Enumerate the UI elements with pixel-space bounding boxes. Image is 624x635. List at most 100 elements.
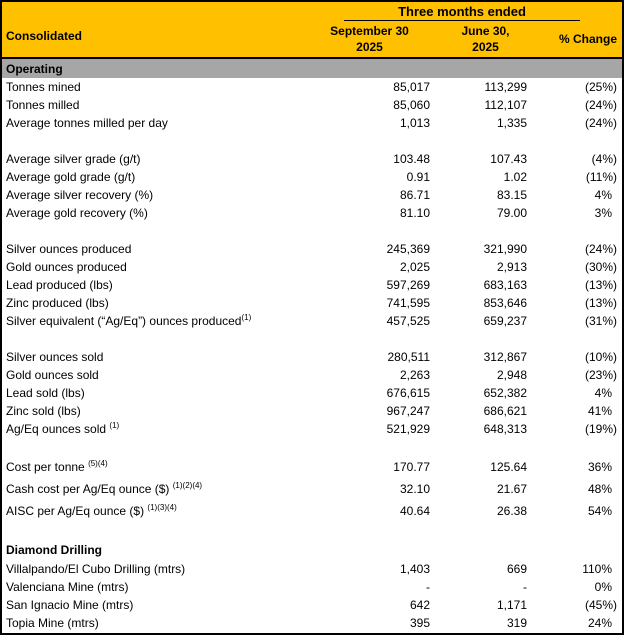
row-label: Zinc produced (lbs)	[6, 296, 109, 310]
value-september: 741,595	[386, 296, 430, 310]
value-september: 676,615	[386, 386, 430, 400]
value-change: (45%)	[584, 598, 617, 612]
value-change: (23%)	[584, 368, 617, 382]
row-label: Average silver recovery (%)	[6, 188, 154, 202]
value-change: (13%)	[584, 296, 617, 310]
row-label: Valenciana Mine (mtrs)	[6, 580, 129, 594]
value-change: (24%)	[584, 242, 617, 256]
value-september: 0.91	[406, 170, 430, 184]
value-september: 2,263	[399, 368, 430, 382]
value-june: 26.38	[496, 504, 527, 518]
value-june: 648,313	[483, 422, 527, 436]
value-september: 81.10	[399, 206, 430, 220]
value-september: 85,017	[393, 80, 430, 94]
value-change: (30%)	[584, 260, 617, 274]
value-change: (13%)	[584, 278, 617, 292]
value-september: 86.71	[399, 188, 430, 202]
value-june: 83.15	[496, 188, 527, 202]
value-june: 107.43	[490, 152, 527, 166]
footnote-marker: (1)	[109, 422, 120, 430]
row-label-header: Consolidated	[6, 28, 83, 43]
table-row: Tonnes milled 85,060 112,107 (24%)	[2, 96, 622, 114]
value-june: 853,646	[483, 296, 527, 310]
table-row: Silver equivalent (“Ag/Eq”) ounces produ…	[2, 312, 622, 330]
table-row: Average gold recovery (%) 81.10 79.00 3%	[2, 204, 622, 222]
spacer-row	[2, 330, 622, 348]
row-label: Tonnes mined	[6, 80, 81, 94]
june-line2: 2025	[472, 40, 499, 54]
table-row: Lead sold (lbs) 676,615 652,382 4%	[2, 384, 622, 402]
value-september: 967,247	[386, 404, 430, 418]
value-change: 4%	[594, 386, 612, 400]
value-change: (11%)	[585, 170, 617, 184]
value-june: 125.64	[490, 460, 527, 474]
value-june: 21.67	[496, 482, 527, 496]
value-june: 686,621	[483, 404, 527, 418]
table-row: Zinc produced (lbs) 741,595 853,646 (13%)	[2, 294, 622, 312]
table-body: Operating Tonnes mined 85,017 113,299 (25%) T…	[2, 59, 622, 632]
table-row: San Ignacio Mine (mtrs) 642 1,171 (45%)	[2, 596, 622, 614]
table-row: Silver ounces sold 280,511 312,867 (10%)	[2, 348, 622, 366]
value-september: 597,269	[386, 278, 430, 292]
value-june: 669	[506, 562, 527, 576]
table-row: Gold ounces produced 2,025 2,913 (30%)	[2, 258, 622, 276]
value-june: 113,299	[484, 80, 528, 94]
value-september: 280,511	[387, 350, 431, 364]
spacer-row	[2, 522, 622, 540]
value-june: 319	[506, 616, 527, 630]
table-row: Average silver recovery (%) 86.71 83.15 4%	[2, 186, 622, 204]
value-change: (19%)	[584, 422, 617, 436]
section-row: Operating	[2, 59, 622, 78]
value-change: 0%	[594, 580, 612, 594]
footnote-marker: (1)(2)(4)	[172, 482, 203, 490]
value-change: (4%)	[591, 152, 617, 166]
row-label: Zinc sold (lbs)	[6, 404, 81, 418]
value-june: -	[523, 580, 527, 594]
value-change: (31%)	[584, 314, 617, 328]
table-row: Average silver grade (g/t) 103.48 107.43 (4…	[2, 150, 622, 168]
value-change: 54%	[587, 504, 612, 518]
footnote-marker: (5)(4)	[88, 460, 108, 468]
spacer-row	[2, 222, 622, 240]
value-june: 652,382	[483, 386, 527, 400]
row-label: San Ignacio Mine (mtrs)	[6, 598, 134, 612]
value-september: 85,060	[393, 98, 430, 112]
row-label: Average gold recovery (%)	[6, 206, 148, 220]
value-september: 170.77	[393, 460, 430, 474]
column-header-september: September 30 2025	[302, 21, 437, 57]
column-header-june: June 30, 2025	[437, 21, 534, 57]
row-label: Cash cost per Ag/Eq ounce ($) (1)(2)(4)	[6, 482, 203, 496]
table-header: Consolidated Three months ended Septembe…	[2, 2, 622, 59]
row-label: Average gold grade (g/t)	[6, 170, 136, 184]
row-label: Cost per tonne (5)(4)	[6, 460, 108, 474]
september-line2: 2025	[356, 40, 383, 54]
value-june: 683,163	[483, 278, 527, 292]
table-row: Gold ounces sold 2,263 2,948 (23%)	[2, 366, 622, 384]
row-label: Gold ounces produced	[6, 260, 127, 274]
row-label: Ag/Eq ounces sold (1)	[6, 422, 120, 436]
period-group-header: Three months ended	[302, 2, 622, 21]
table-row: Cost per tonne (5)(4) 170.77 125.64 36%	[2, 456, 622, 478]
september-line1: September 30	[330, 24, 409, 38]
value-june: 312,867	[483, 350, 527, 364]
table-row: Topia Mine (mtrs) 395 319 24%	[2, 614, 622, 632]
row-label: Lead produced (lbs)	[6, 278, 113, 292]
value-change: (24%)	[584, 116, 617, 130]
value-september: 32.10	[399, 482, 430, 496]
value-september: 1,403	[399, 562, 430, 576]
value-change: (10%)	[584, 350, 617, 364]
table-row: Average gold grade (g/t) 0.91 1.02 (11%)	[2, 168, 622, 186]
period-group-label: Three months ended	[344, 3, 580, 21]
value-june: 79.00	[496, 206, 527, 220]
value-change: 41%	[587, 404, 612, 418]
value-september: 642	[409, 598, 430, 612]
table-row: Zinc sold (lbs) 967,247 686,621 41%	[2, 402, 622, 420]
value-september: 1,013	[399, 116, 430, 130]
row-label: Silver ounces sold	[6, 350, 104, 364]
row-label: Gold ounces sold	[6, 368, 99, 382]
spacer-row	[2, 438, 622, 456]
value-change: (24%)	[584, 98, 617, 112]
row-label: AISC per Ag/Eq ounce ($) (1)(3)(4)	[6, 504, 177, 518]
footnote-marker: (1)(3)(4)	[147, 504, 177, 512]
value-june: 1,335	[496, 116, 527, 130]
